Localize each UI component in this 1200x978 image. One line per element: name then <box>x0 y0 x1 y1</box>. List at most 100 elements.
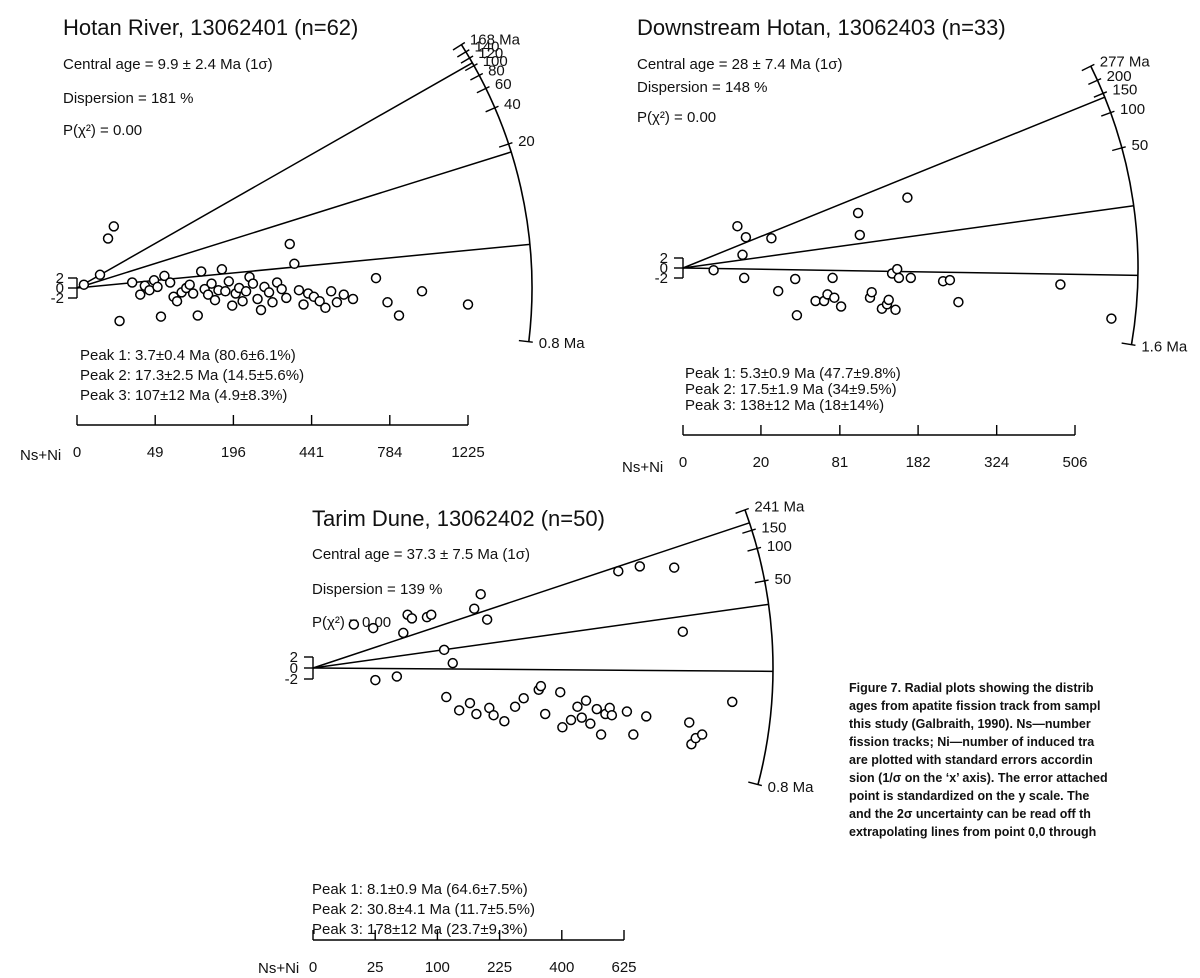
plot-1-x-tick-label: 49 <box>147 444 164 461</box>
plot-2-data-point <box>708 264 719 276</box>
plot-2-age-tick <box>1081 63 1095 72</box>
plot-1-data-point <box>289 258 300 270</box>
plot-1-age-tick <box>518 339 533 343</box>
plot-1-data-point <box>298 299 309 310</box>
plot-1-data-point <box>267 297 278 308</box>
caption-line-4: fission tracks; Ni—number of induced tra <box>849 735 1095 749</box>
plot-1-age-tick <box>485 105 499 113</box>
plot-1-data-point <box>331 297 343 308</box>
plot-2-age-tick <box>1112 146 1126 152</box>
plot-1-data-point <box>114 315 125 327</box>
plot-1-age-tick <box>498 142 513 148</box>
caption-line-2: ages from apatite fission track from sam… <box>849 699 1100 713</box>
plot-1-data-point <box>281 292 292 304</box>
plot-3-data-point <box>621 706 633 717</box>
plot-2-central-age: Central age = 28 ± 7.4 Ma (1σ) <box>637 56 843 73</box>
plot-3-x-tick-label: 0 <box>309 959 317 976</box>
plot-3-data-point <box>348 619 360 630</box>
plot-3-data-point <box>727 696 738 708</box>
plot-2-age-tick-label: 150 <box>1112 81 1137 98</box>
plot-2-data-point <box>789 273 801 285</box>
plot-3-x-tick-label: 225 <box>487 959 512 976</box>
plot-3-age-tick-label: 100 <box>767 538 792 555</box>
plot-1-y-tick-label: -2 <box>51 290 64 307</box>
plot-3-peak-line <box>312 522 750 669</box>
plot-1-peak-line <box>76 62 473 289</box>
plot-1-age-tick-label: 120 <box>478 45 503 62</box>
plot-1-data-point <box>126 277 138 288</box>
plot-2-age-tick-label: 100 <box>1120 101 1145 118</box>
plot-3-age-tick <box>748 781 763 787</box>
plot-2-data-point <box>829 292 840 303</box>
plot-2-data-point <box>893 272 905 284</box>
plot-3-data-point <box>684 717 695 728</box>
plot-1-data-point <box>293 284 305 296</box>
plot-1-peak-2: Peak 2: 17.3±2.5 Ma (14.5±5.6%) <box>80 367 304 384</box>
plot-1-data-point <box>393 310 405 321</box>
plot-2-data-point <box>732 220 743 232</box>
caption-line-3: this study (Galbraith, 1990). Ns—number <box>849 717 1091 731</box>
plot-3-data-point <box>481 614 493 625</box>
plot-3-data-point <box>464 697 476 709</box>
plot-2-title: Downstream Hotan, 13062403 (n=33) <box>637 15 1006 40</box>
plot-1-age-tick <box>476 86 490 94</box>
plot-2-x-tick-label: 81 <box>831 454 848 471</box>
plot-2-data-point <box>772 285 784 297</box>
plot-1-data-point <box>164 277 176 288</box>
plot-1-data-point <box>370 272 382 284</box>
plot-1-x-tick-label: 0 <box>73 444 81 461</box>
plot-3-age-tick-label: 241 Ma <box>754 498 805 515</box>
plot-2-data-point <box>891 263 903 275</box>
plot-2-data-point <box>852 207 864 219</box>
plot-2-data-point <box>944 274 956 286</box>
plot-3-data-point <box>572 701 583 712</box>
plot-3-age-tick <box>754 579 769 584</box>
plot-1-age-tick-label: 140 <box>474 39 499 56</box>
plot-2-data-point <box>953 296 964 308</box>
plot-1-data-point <box>152 281 163 293</box>
plot-3-peak-line <box>312 667 773 673</box>
plot-3-data-point <box>557 722 568 733</box>
plot-2-age-tick <box>1121 342 1136 347</box>
plot-3-data-point <box>606 709 618 721</box>
plot-1-age-tick-label: 168 Ma <box>470 31 521 48</box>
plot-2-data-point <box>883 294 894 306</box>
plot-1-age-tick-label: 0.8 Ma <box>539 335 586 352</box>
plot-2-data-point <box>1106 313 1117 324</box>
plot-1-data-point <box>135 289 146 300</box>
plot-3-data-point <box>668 562 680 573</box>
plot-2-data-point <box>866 286 877 298</box>
plot-2-age-tick <box>1088 77 1102 86</box>
plot-2-peak-line <box>682 267 1138 277</box>
plot-1-data-point <box>314 295 325 307</box>
plot-1-x-axis: 0 49 196 441 784 1225 <box>73 415 485 461</box>
plot-1-data-point <box>338 289 350 300</box>
plot-1-data-point <box>78 279 90 290</box>
plot-3-peak-3: Peak 3: 178±12 Ma (23.7±9.3%) <box>312 921 528 938</box>
plot-1-data-point <box>237 295 248 307</box>
plot-2-data-point <box>791 310 803 321</box>
plot-3-dispersion: Dispersion = 139 % <box>312 581 443 598</box>
plot-1-data-point <box>416 286 428 297</box>
plot-3-marks: 0.8 Ma 50 100 150 241 Ma 20-2 <box>285 498 815 796</box>
plot-1-data-point <box>192 310 203 321</box>
plot-3-data-point <box>447 657 458 669</box>
plot-1-data-point <box>155 311 167 322</box>
plot-3-data-point <box>696 729 708 740</box>
plot-3-data-point <box>565 714 577 726</box>
plot-1-data-point <box>94 269 106 281</box>
plot-2-age-arc <box>1090 65 1139 345</box>
plot-1-data-point <box>462 299 474 310</box>
plot-1-age-tick <box>452 41 466 51</box>
plot-1-data-point <box>187 288 199 299</box>
caption-line-9: extrapolating lines from point 0,0 throu… <box>849 825 1096 839</box>
plot-3-y-tick-label: -2 <box>285 671 298 688</box>
plot-3-data-point <box>453 705 465 716</box>
plot-3-data-point <box>576 712 587 723</box>
plot-3-data-point <box>406 613 418 624</box>
plot-2-data-point <box>902 192 913 203</box>
plot-1-data-point <box>202 289 214 300</box>
plot-1-data-point <box>325 286 337 297</box>
